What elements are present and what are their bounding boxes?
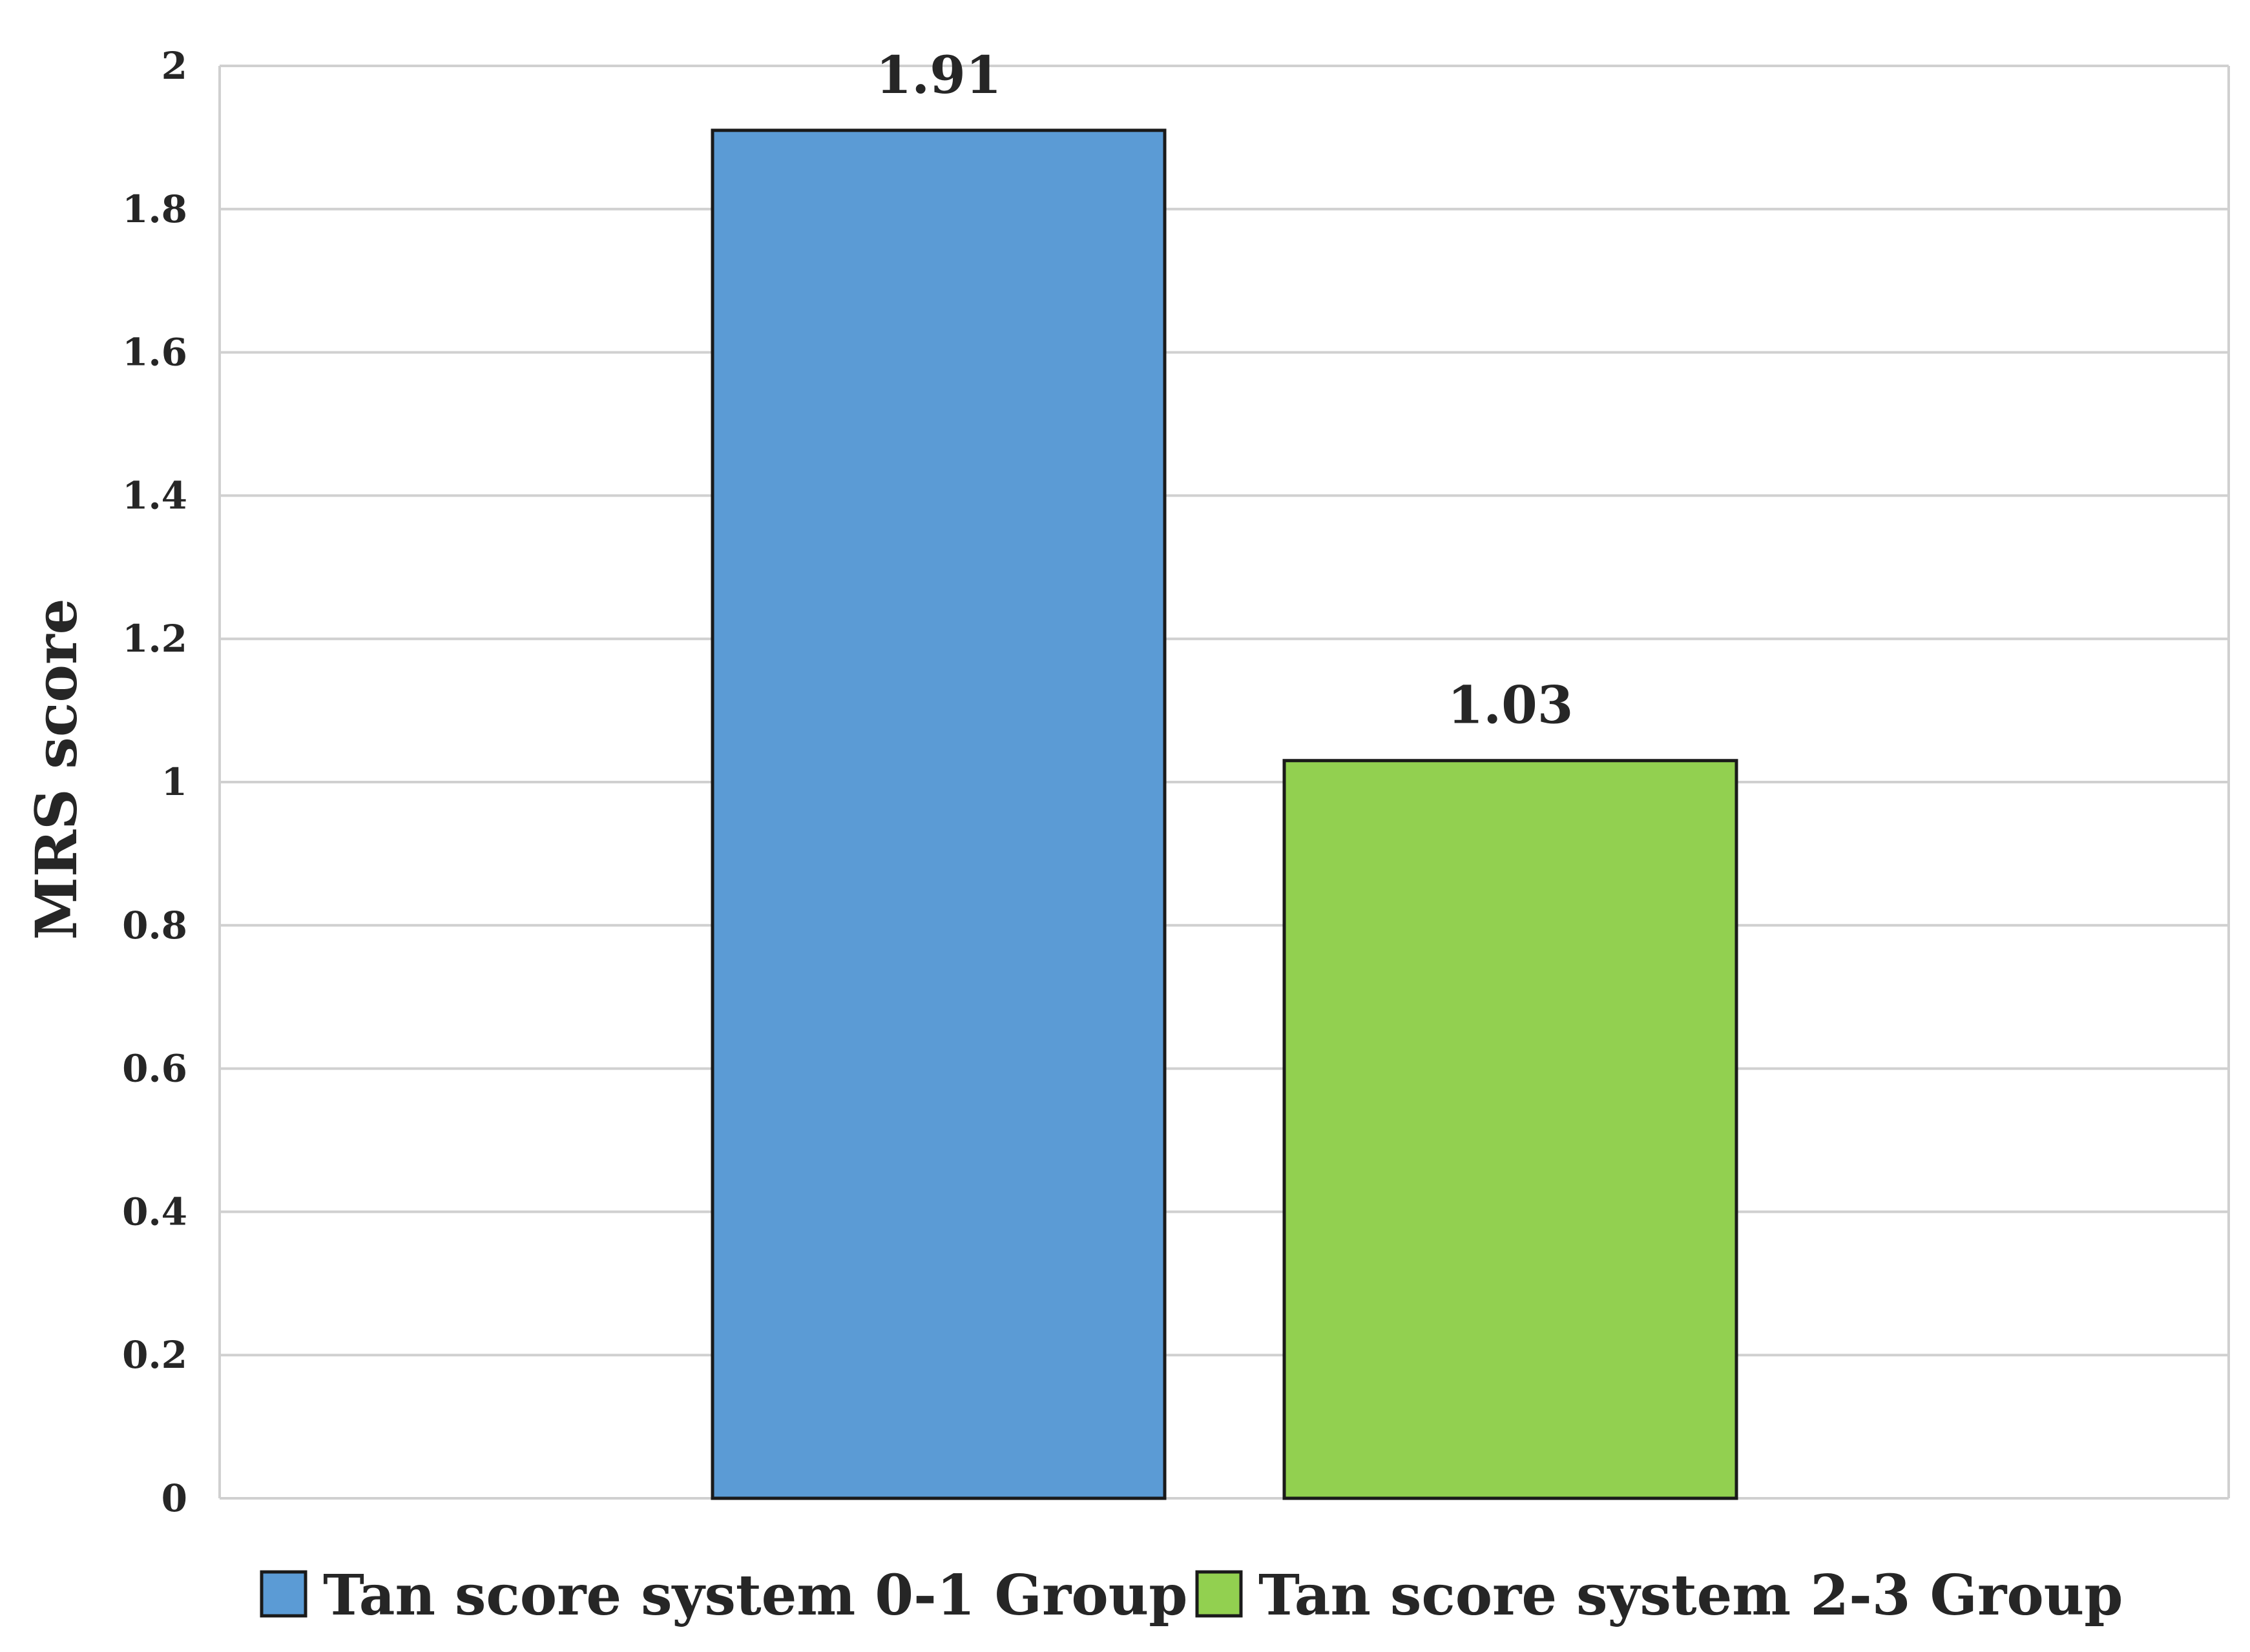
y-tick-label: 0.6: [122, 1047, 187, 1091]
bars: [711, 129, 1738, 1500]
y-tick-label: 0.2: [122, 1333, 187, 1377]
bar-value-label: 1.03: [1448, 675, 1574, 736]
y-tick-label: 1.6: [122, 331, 187, 375]
data-labels: 1.91 1.03: [876, 45, 1574, 736]
legend: Tan score system 0-1 Group Tan score syst…: [260, 1563, 2123, 1628]
y-tick-label: 1.4: [122, 473, 187, 517]
y-tick-label: 1.2: [122, 617, 187, 661]
y-tick-label: 0: [161, 1476, 187, 1520]
legend-swatch: [1195, 1570, 1243, 1618]
legend-swatch: [260, 1570, 307, 1618]
y-tick-label: 2: [161, 44, 187, 88]
bar: [711, 129, 1167, 1500]
y-tick-label: 1.8: [122, 187, 187, 231]
y-tick-label: 1: [161, 760, 187, 804]
bar: [1282, 759, 1738, 1500]
legend-label: Tan score system 2-3 Group: [1258, 1563, 2123, 1628]
legend-label: Tan score system 0-1 Group: [323, 1563, 1187, 1628]
axes: 0 0.2 0.4 0.6 0.8 1 1.2 1.4 1.6 1.8 2: [122, 44, 2230, 1520]
y-tick-label: 0.4: [122, 1190, 187, 1234]
bar-value-label: 1.91: [876, 45, 1002, 105]
gridlines: [220, 65, 2229, 1500]
y-axis-title: MRS score: [23, 599, 90, 940]
y-tick-label: 0.8: [122, 903, 187, 947]
